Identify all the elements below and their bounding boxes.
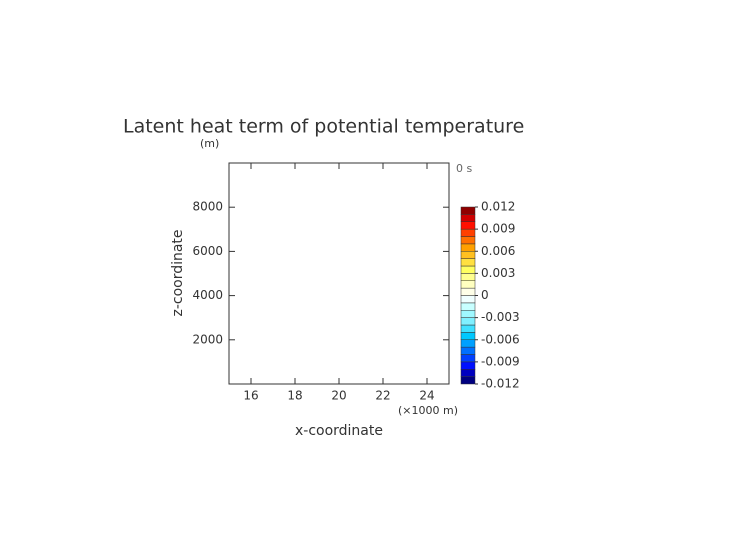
x-unit: (×1000 m): [398, 404, 458, 417]
y-tick-label: 2000: [192, 332, 223, 346]
colorbar-band: [460, 332, 476, 340]
x-tick-label: 18: [287, 389, 302, 403]
colorbar-band: [460, 317, 476, 326]
y-tick-label: 8000: [192, 200, 223, 214]
colorbar-band: [460, 236, 476, 245]
colorbar-tick-label: -0.006: [481, 332, 520, 346]
x-tick-label: 20: [331, 389, 346, 403]
colorbar-band: [460, 324, 476, 333]
colorbar-band: [460, 265, 476, 274]
colorbar-band: [460, 361, 476, 370]
plot-frame: [228, 162, 450, 385]
colorbar-band: [460, 206, 476, 215]
colorbar-tick-label: 0.006: [481, 244, 515, 258]
y-label: z-coordinate: [170, 229, 186, 316]
colorbar-band: [460, 295, 476, 304]
colorbar-band: [460, 251, 476, 259]
chart-title: Latent heat term of potential temperatur…: [123, 116, 524, 138]
colorbar-tick-label: 0.003: [481, 266, 515, 280]
time-label: 0 s: [456, 162, 472, 175]
colorbar-band: [460, 214, 476, 222]
x-tick-label: 24: [419, 389, 434, 403]
x-tick-label: 16: [243, 389, 258, 403]
colorbar-band: [460, 302, 476, 311]
colorbar-band: [460, 287, 476, 296]
colorbar-band: [460, 369, 476, 377]
colorbar-band: [460, 376, 476, 385]
colorbar-band: [460, 310, 476, 318]
x-tick-label: 22: [375, 389, 390, 403]
colorbar-band: [460, 354, 476, 363]
colorbar-band: [460, 273, 476, 281]
colorbar-band: [460, 228, 476, 237]
colorbar-tick-label: 0.009: [481, 222, 515, 236]
colorbar-tick-label: 0.012: [481, 200, 515, 214]
y-tick-label: 4000: [192, 288, 223, 302]
x-label: x-coordinate: [295, 423, 383, 439]
colorbar-band: [460, 243, 476, 252]
colorbar-band: [460, 346, 476, 355]
colorbar-band: [460, 258, 476, 267]
colorbar-tick-label: -0.003: [481, 310, 520, 324]
colorbar-band: [460, 339, 476, 348]
colorbar-band: [460, 280, 476, 289]
colorbar-tick-label: -0.012: [481, 377, 520, 391]
y-unit: (m): [200, 137, 219, 150]
colorbar-band: [460, 221, 476, 230]
colorbar-tick-label: 0: [481, 288, 489, 302]
y-tick-label: 6000: [192, 244, 223, 258]
colorbar-tick-label: -0.009: [481, 354, 520, 368]
